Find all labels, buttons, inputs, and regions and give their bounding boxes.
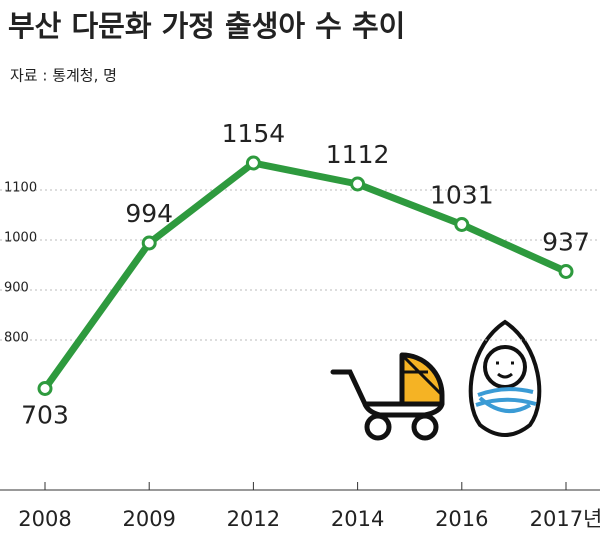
data-point: [350, 176, 366, 192]
x-tick-label: 2008: [18, 507, 71, 531]
y-tick-label: 1000: [4, 231, 37, 246]
data-label: 703: [21, 401, 69, 430]
data-point: [141, 235, 157, 251]
data-point: [37, 381, 53, 396]
x-tick-label: 2009: [122, 507, 175, 531]
y-tick-label: 1100: [4, 181, 37, 196]
data-label: 1154: [222, 119, 286, 148]
x-tick-label: 2016: [435, 507, 488, 531]
data-line: [42, 159, 568, 391]
x-tick-label: 2017년: [530, 507, 600, 531]
data-point: [558, 264, 574, 279]
data-point: [454, 217, 470, 232]
data-label: 937: [542, 228, 590, 257]
chart-title: 부산 다문화 가정 출생아 수 추이: [8, 9, 405, 43]
x-tick-label: 2012: [227, 507, 280, 531]
stroller-illustration: [330, 352, 445, 441]
data-label: 1031: [430, 181, 494, 210]
data-point: [245, 155, 261, 171]
y-tick-label: 800: [4, 331, 29, 346]
y-tick-label: 900: [4, 281, 29, 296]
baby-illustration: [468, 319, 542, 437]
data-label: 1112: [326, 140, 390, 169]
data-label: 994: [125, 199, 173, 228]
x-tick-label: 2014: [331, 507, 384, 531]
chart-subtitle: 자료 : 통계청, 명: [10, 67, 117, 85]
